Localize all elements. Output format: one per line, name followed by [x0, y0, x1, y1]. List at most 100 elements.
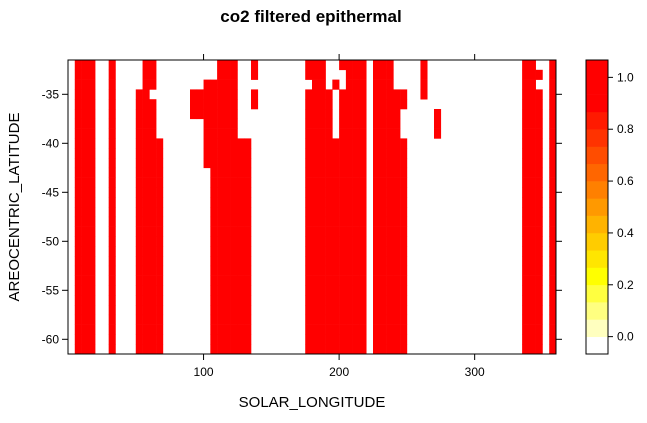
- heatmap-cell: [339, 324, 347, 335]
- heatmap-cell: [142, 226, 150, 237]
- heatmap-cell: [312, 177, 320, 188]
- heatmap-cell: [210, 89, 218, 100]
- heatmap-cell: [400, 275, 408, 286]
- heatmap-cell: [88, 177, 96, 188]
- heatmap-cell: [352, 148, 360, 159]
- heatmap-cell: [237, 187, 245, 198]
- heatmap-cell: [345, 275, 353, 286]
- heatmap-cell: [535, 197, 543, 208]
- heatmap-cell: [230, 236, 238, 247]
- heatmap-cell: [393, 236, 401, 247]
- heatmap-cell: [345, 60, 353, 71]
- heatmap-cell: [352, 167, 360, 178]
- heatmap-cell: [535, 177, 543, 188]
- heatmap-cell: [386, 89, 394, 100]
- heatmap-cell: [352, 69, 360, 80]
- heatmap-cell: [379, 128, 387, 139]
- heatmap-cell: [156, 148, 164, 159]
- heatmap-cell: [156, 285, 164, 296]
- heatmap-cell: [359, 265, 367, 276]
- heatmap-cell: [203, 148, 211, 159]
- heatmap-cell: [156, 305, 164, 316]
- heatmap-cell: [528, 324, 536, 335]
- heatmap-cell: [386, 118, 394, 129]
- heatmap-cell: [217, 285, 225, 296]
- heatmap-cell: [373, 207, 381, 218]
- heatmap-cell: [108, 109, 116, 120]
- heatmap-cell: [318, 207, 326, 218]
- heatmap-cell: [318, 79, 326, 90]
- heatmap-cell: [528, 89, 536, 100]
- heatmap-cell: [379, 324, 387, 335]
- heatmap-cell: [359, 177, 367, 188]
- heatmap-cell: [325, 216, 333, 227]
- chart-title: co2 filtered epithermal: [220, 7, 401, 26]
- heatmap-cell: [359, 295, 367, 306]
- heatmap-cell: [359, 314, 367, 325]
- heatmap-cell: [535, 99, 543, 110]
- heatmap-cell: [244, 226, 252, 237]
- heatmap-cell: [142, 334, 150, 345]
- heatmap-cell: [81, 109, 89, 120]
- heatmap-cell: [149, 236, 157, 247]
- heatmap-cell: [312, 187, 320, 198]
- heatmap-cell: [373, 344, 381, 355]
- heatmap-cell: [325, 99, 333, 110]
- x-tick-label: 100: [194, 365, 214, 379]
- heatmap-cell: [325, 177, 333, 188]
- heatmap-cell: [88, 334, 96, 345]
- heatmap-cell: [203, 138, 211, 149]
- heatmap-cell: [210, 109, 218, 120]
- heatmap-cell: [135, 344, 143, 355]
- heatmap-cell: [535, 246, 543, 257]
- heatmap-cell: [108, 334, 116, 345]
- heatmap-cell: [149, 99, 157, 110]
- heatmap-cell: [74, 109, 82, 120]
- heatmap-cell: [352, 324, 360, 335]
- heatmap-cell: [352, 60, 360, 71]
- heatmap-cell: [251, 60, 259, 71]
- heatmap-cell: [318, 187, 326, 198]
- x-axis: 100 200 300: [194, 54, 485, 379]
- colorbar-segment: [586, 111, 608, 130]
- heatmap-cell: [142, 305, 150, 316]
- heatmap-cell: [305, 69, 313, 80]
- heatmap-cell: [237, 265, 245, 276]
- heatmap-cell: [142, 167, 150, 178]
- heatmap-cell: [135, 89, 143, 100]
- heatmap-cell: [223, 246, 231, 257]
- heatmap-cell: [135, 138, 143, 149]
- heatmap-cell: [108, 324, 116, 335]
- colorbar-segment: [586, 181, 608, 199]
- heatmap-cell: [549, 60, 557, 71]
- heatmap-cell: [535, 118, 543, 129]
- heatmap-cell: [359, 118, 367, 129]
- heatmap-cell: [373, 167, 381, 178]
- heatmap-cell: [223, 187, 231, 198]
- heatmap-cell: [325, 89, 333, 100]
- heatmap-cell: [237, 256, 245, 267]
- heatmap-cell: [393, 226, 401, 237]
- heatmap-cell: [108, 314, 116, 325]
- heatmap-cell: [386, 216, 394, 227]
- heatmap-cell: [318, 236, 326, 247]
- heatmap-cell: [223, 324, 231, 335]
- heatmap-cell: [345, 138, 353, 149]
- heatmap-cell: [528, 226, 536, 237]
- heatmap-cell: [352, 187, 360, 198]
- heatmap-cell: [74, 305, 82, 316]
- heatmap-cell: [223, 236, 231, 247]
- heatmap-cell: [81, 334, 89, 345]
- heatmap-cell: [149, 60, 157, 71]
- heatmap-cell: [325, 118, 333, 129]
- heatmap-cell: [135, 128, 143, 139]
- heatmap-cell: [74, 226, 82, 237]
- heatmap-cell: [345, 99, 353, 110]
- heatmap-cell: [244, 207, 252, 218]
- heatmap-cell: [149, 187, 157, 198]
- heatmap-cell: [549, 324, 557, 335]
- heatmap-cell: [156, 167, 164, 178]
- heatmap-cell: [230, 295, 238, 306]
- heatmap-cell: [393, 207, 401, 218]
- heatmap-cell: [318, 177, 326, 188]
